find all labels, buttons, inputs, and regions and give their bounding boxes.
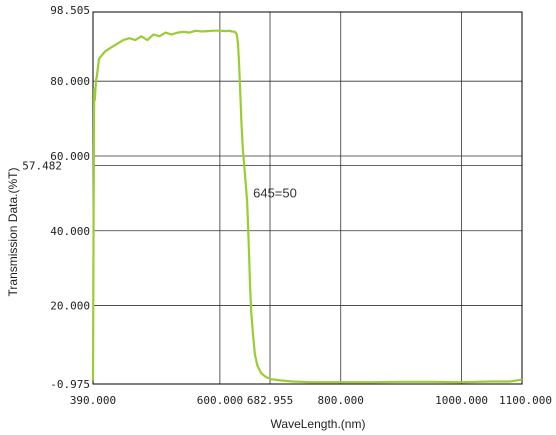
x-tick-label: 682.955 bbox=[247, 394, 293, 407]
transmission-series-line bbox=[91, 29, 523, 384]
x-tick-label: 800.000 bbox=[318, 394, 364, 407]
y-tick-label: 20.000 bbox=[50, 300, 90, 313]
plot-frame bbox=[92, 11, 523, 385]
x-tick-label: 1100.000 bbox=[499, 394, 552, 407]
y-axis-label: Transmission Data.(%T) bbox=[6, 168, 20, 297]
y-tick-label: 40.000 bbox=[50, 225, 90, 238]
x-tick-label: 1000.000 bbox=[435, 394, 488, 407]
x-tick-label: 600.000 bbox=[197, 394, 243, 407]
y-tick-label: 57.482 bbox=[22, 159, 62, 172]
grid-lines bbox=[92, 11, 523, 385]
y-tick-label: -0.975 bbox=[50, 378, 90, 391]
annotation-label: 645=50 bbox=[253, 185, 297, 200]
y-tick-label: 60.000 bbox=[50, 150, 90, 163]
x-axis-label: WaveLength.(nm) bbox=[271, 417, 366, 431]
y-tick-label: 80.000 bbox=[50, 75, 90, 88]
y-tick-label: 98.505 bbox=[50, 4, 90, 17]
x-tick-label: 390.000 bbox=[70, 394, 116, 407]
x-axis-ticks: 390.000 600.000 682.955 800.000 1000.000 1100… bbox=[70, 394, 552, 407]
